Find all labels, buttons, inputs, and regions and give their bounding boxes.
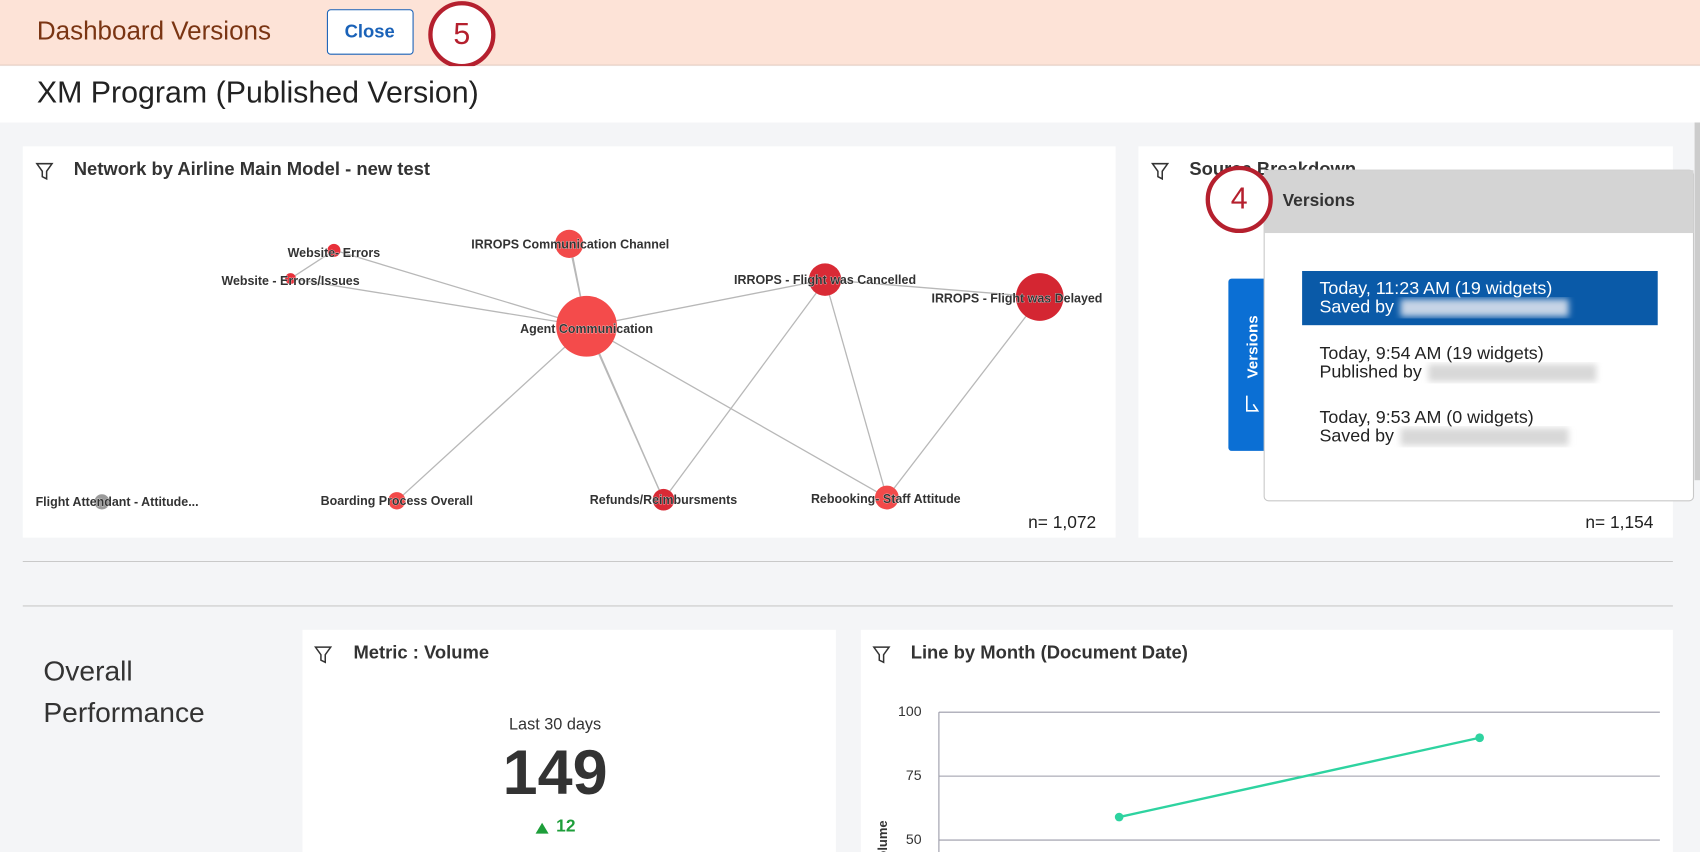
version-time: Today, 9:53 AM (0 widgets)	[1319, 407, 1533, 427]
node	[388, 492, 406, 510]
y-axis-label: Volume	[875, 820, 890, 852]
panel-header	[1264, 170, 1694, 234]
line	[1118, 736, 1480, 819]
header-bar	[0, 0, 1700, 66]
scrollbar[interactable]	[1694, 122, 1700, 481]
edge	[290, 277, 587, 327]
y-tick-label: 75	[906, 767, 922, 783]
edge	[824, 279, 888, 498]
up-arrow	[535, 822, 549, 834]
widget-title: Network by Airline Main Model - new test	[74, 158, 430, 179]
title-bar	[0, 66, 1700, 123]
section-title-box: Overall Performance	[43, 654, 205, 729]
metric-period: Last 30 days	[509, 715, 601, 733]
node-label: IRROPS - Flight was Delayed	[931, 291, 1102, 305]
versions-tab[interactable]	[1228, 278, 1268, 451]
node-label: Rebooking- Staff Attitude	[811, 492, 961, 506]
callout	[1205, 165, 1273, 234]
y-tick-label: 50	[906, 831, 922, 847]
version-time: Today, 9:54 AM (19 widgets)	[1319, 343, 1543, 363]
edge	[334, 249, 587, 327]
n-label: n= 1,072	[1028, 512, 1096, 532]
close-button[interactable]	[326, 9, 414, 55]
metric-delta: 12	[556, 816, 575, 836]
page-title: XM Program (Published Version)	[37, 76, 479, 109]
close-label[interactable]: Close	[345, 20, 395, 41]
callout-number: 5	[453, 18, 470, 51]
filter-icon[interactable]	[35, 162, 54, 181]
node	[555, 229, 584, 258]
section-title: Overall Performance	[43, 654, 205, 729]
node-label: Refunds/Reimbursments	[590, 493, 737, 507]
edge	[586, 325, 888, 499]
node-label: Flight Attendant - Attitude...	[36, 495, 199, 509]
panel-title: Versions	[1283, 190, 1355, 210]
node	[327, 243, 341, 257]
edge	[825, 279, 1040, 298]
edge	[587, 326, 665, 500]
node	[652, 488, 675, 511]
node	[808, 263, 842, 296]
node	[874, 485, 899, 510]
network: Website- Errors Website - Errors/Issues IR…	[35, 229, 1103, 511]
edge	[587, 279, 826, 327]
edge	[662, 279, 827, 501]
y-tick-label: 100	[898, 703, 922, 719]
widget	[302, 629, 836, 852]
node-label: IRROPS Communication Channel	[471, 237, 669, 251]
node	[556, 295, 617, 357]
node	[1015, 273, 1064, 321]
edge	[886, 296, 1042, 498]
node	[94, 494, 110, 510]
filter-icon[interactable]	[1151, 162, 1170, 181]
point	[1475, 733, 1484, 743]
node-label: IRROPS - Flight was Cancelled	[734, 273, 916, 287]
version-author: Saved by	[1319, 426, 1394, 446]
point	[1114, 812, 1124, 822]
node-label: Boarding Process Overall	[321, 494, 473, 508]
redacted-name	[1428, 364, 1597, 382]
filter-icon[interactable]	[872, 646, 891, 664]
tab-icon	[1245, 395, 1260, 412]
widget	[860, 629, 1673, 852]
redacted-name	[1400, 299, 1569, 317]
edge	[396, 325, 589, 502]
n-label: n= 1,154	[1585, 512, 1653, 532]
node-label: Agent Communication	[520, 322, 653, 336]
widget-title: Metric : Volume	[353, 641, 489, 662]
metric-value: 149	[503, 738, 608, 808]
version-time: Today, 11:23 AM (19 widgets)	[1319, 278, 1552, 298]
edge	[290, 249, 335, 280]
redacted-name	[1400, 428, 1569, 446]
node-label: Website- Errors	[288, 246, 381, 260]
chart-title: Line by Month (Document Date)	[911, 641, 1188, 662]
version-list: Today, 11:23 AM (19 widgets)Saved byToda…	[1302, 270, 1658, 446]
callout-number: 4	[1231, 183, 1248, 216]
line-chart: 50 75 100 Volume	[875, 703, 1660, 852]
versions-tab-label[interactable]: Versions	[1244, 315, 1261, 378]
version-author: Saved by	[1319, 297, 1394, 317]
header-title: Dashboard Versions	[37, 15, 271, 45]
node	[285, 273, 296, 284]
node-label: Website - Errors/Issues	[221, 274, 359, 288]
filter-icon[interactable]	[314, 646, 333, 664]
version-author: Published by	[1319, 362, 1421, 382]
